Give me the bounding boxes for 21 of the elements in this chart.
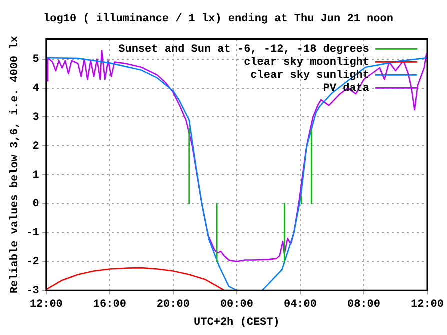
x-axis-title: UTC+2h (CEST)	[194, 317, 280, 330]
x-tick-label: 12:00	[30, 298, 63, 311]
legend-label: clear sky moonlight	[244, 56, 370, 69]
y-tick-label: 2	[32, 140, 40, 153]
x-tick-label: 00:00	[220, 298, 254, 311]
y-tick-label: -2	[26, 256, 40, 268]
x-tick-label: 20:00	[156, 298, 190, 311]
y-tick-label: -1	[26, 228, 40, 240]
x-tick-label: 04:00	[284, 298, 317, 311]
y-tick-label: 4	[32, 83, 40, 96]
y-tick-label: 1	[32, 170, 40, 182]
chart-title: log10 ( illuminance / 1 lx) ending at Thu Jun 21 noon	[44, 13, 394, 26]
y-tick-label: 3	[32, 112, 40, 124]
y-tick-label: 5	[32, 54, 40, 66]
legend-label: Sunset and Sun at -6, -12, -18 degrees	[118, 44, 370, 56]
y-axis-title: Reliable values below 3,6, i.e. 4000 lx	[9, 36, 22, 294]
y-tick-label: -3	[26, 285, 40, 298]
y-tick-label: 0	[32, 198, 40, 211]
x-tick-label: 12:00	[410, 298, 444, 311]
x-tick-label: 16:00	[93, 298, 126, 311]
x-tick-label: 08:00	[347, 298, 380, 311]
